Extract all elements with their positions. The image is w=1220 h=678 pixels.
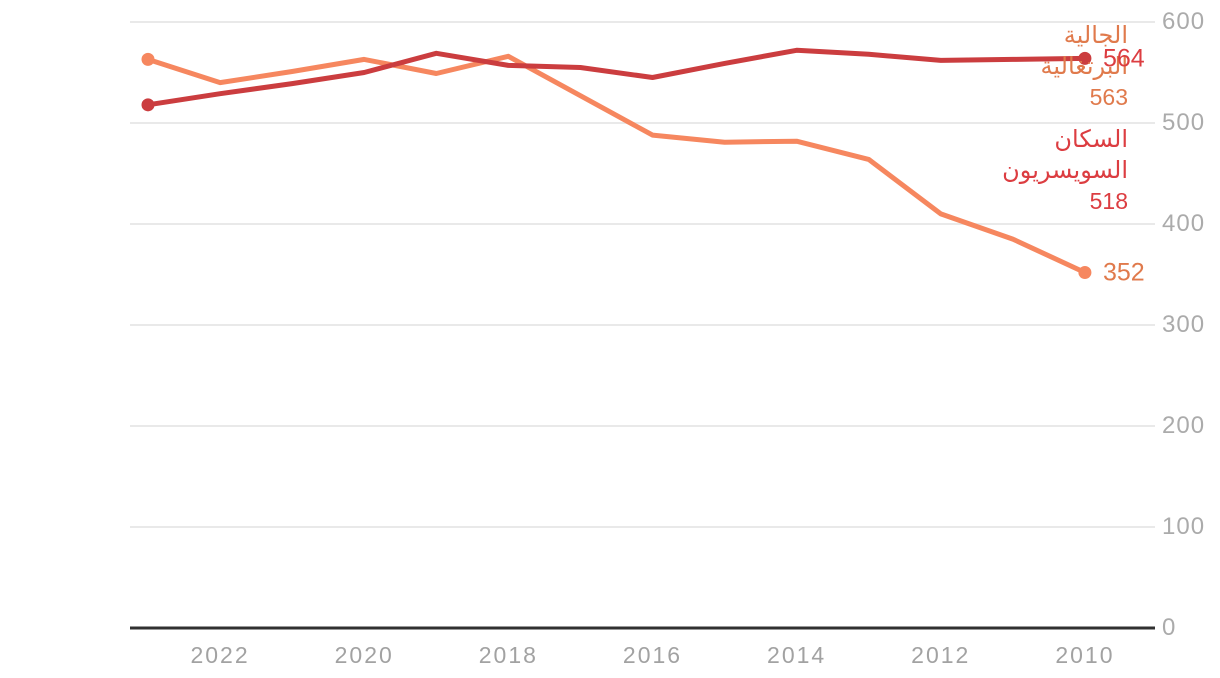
y-tick-label: 400 [1162, 210, 1206, 237]
series-legend-portuguese: الجالية البرتغالية 563 [1041, 20, 1128, 113]
y-tick-label: 0 [1162, 614, 1177, 641]
y-tick-label: 600 [1162, 8, 1206, 35]
series-legend-title-line: الجالية [1063, 22, 1128, 49]
series-legend-title-line: السكان [1054, 126, 1128, 153]
series-portuguese-end-value: 352 [1103, 258, 1145, 287]
series-start-value: 518 [1089, 188, 1128, 214]
x-tick-label: 2010 [1055, 642, 1115, 668]
series-start-value: 563 [1089, 84, 1128, 110]
series-endpoint-dot [141, 52, 155, 66]
series-endpoint-dot [141, 98, 155, 112]
y-tick-label: 300 [1162, 311, 1206, 338]
x-tick-label: 2020 [334, 642, 394, 668]
series-legend-swiss: السكان السويسريون 518 [1002, 124, 1128, 217]
y-tick-label: 500 [1162, 109, 1206, 136]
x-tick-label: 2014 [767, 642, 827, 668]
series-endpoint-dot [1078, 51, 1092, 65]
y-tick-label: 200 [1162, 412, 1206, 439]
x-tick-label: 2016 [622, 642, 683, 668]
series-endpoint-dot [1078, 265, 1092, 279]
series-swiss-end-value: 564 [1103, 44, 1145, 73]
series-line-1 [145, 47, 1088, 108]
series-line-0 [145, 53, 1088, 275]
y-tick-label: 100 [1162, 513, 1206, 540]
x-tick-label: 2022 [190, 642, 250, 668]
series-legend-title-line: السويسريون [1002, 157, 1128, 184]
x-tick-label: 2018 [478, 642, 538, 668]
x-tick-label: 2012 [911, 642, 971, 668]
series-legend-title-line: البرتغالية [1040, 53, 1128, 80]
